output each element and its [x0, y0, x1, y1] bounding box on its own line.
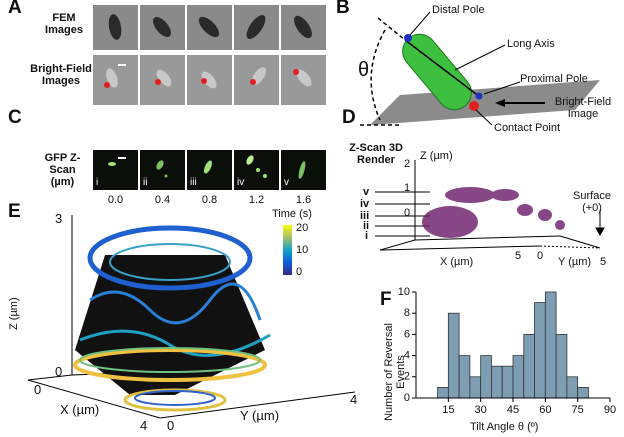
z-label: 0.0 — [107, 194, 124, 206]
axis-label: X (µm) — [440, 256, 474, 268]
panel-label: D — [342, 107, 356, 128]
y-tick-label: 6 — [404, 328, 410, 340]
histogram: 0 2 4 6 8 10 15 30 45 60 75 90 — [398, 286, 616, 416]
bar — [523, 333, 535, 399]
y-tick-label: 4 — [404, 350, 410, 362]
bar — [534, 302, 546, 399]
tick-label: 2 — [404, 158, 411, 170]
z-label: 1.6 — [295, 194, 312, 206]
y-tick-label: 10 — [398, 286, 410, 298]
angle-symbol: θ — [358, 59, 370, 81]
annotation: Proximal Pole — [520, 73, 588, 85]
y-tick-label: 8 — [404, 307, 410, 319]
panel-label: F — [380, 289, 392, 310]
z-scan-render — [375, 160, 605, 251]
bright-field-tiles — [93, 55, 326, 105]
row-label: FEM Images — [45, 12, 83, 36]
schematic — [360, 11, 600, 126]
x-tick-label: 15 — [442, 404, 454, 416]
level-label: iii — [360, 210, 370, 222]
frame-label: iv — [237, 177, 245, 188]
axis-label: Y (µm) — [240, 408, 280, 423]
bar — [491, 365, 503, 399]
colorbar-tick: 0 — [296, 266, 303, 278]
tick-label: 5 — [515, 250, 522, 262]
tick-label: 5 — [600, 256, 607, 268]
tick-label: 0 — [537, 250, 544, 262]
level-label: i — [365, 230, 369, 242]
x-tick-label: 90 — [604, 404, 616, 416]
panel-label: E — [8, 201, 21, 222]
z-label: 0.8 — [201, 194, 218, 206]
panel-label: C — [8, 107, 22, 128]
tick-label: 4 — [140, 418, 148, 433]
frame-label: i — [96, 177, 99, 188]
y-tick-label: 0 — [404, 392, 410, 404]
tick-label: 0 — [167, 418, 175, 433]
trajectory-3d — [27, 215, 356, 419]
y-tick-label: 2 — [404, 371, 410, 383]
colorbar-tick: 20 — [296, 222, 309, 234]
annotation: Contact Point — [494, 122, 561, 134]
axis-label: Z (µm) — [420, 150, 453, 162]
fem-tiles — [93, 5, 326, 50]
bar — [480, 355, 492, 399]
surface-label: Surface (+0) — [573, 190, 611, 214]
bar — [512, 355, 525, 399]
panel-label: A — [8, 0, 22, 18]
level-label: iv — [360, 198, 370, 210]
level-label: v — [363, 186, 370, 198]
axis-label: X (µm) — [60, 402, 100, 417]
annotation: Distal Pole — [432, 4, 485, 16]
bar — [458, 355, 471, 399]
axis-label: Y (µm) — [558, 256, 592, 268]
frame-label: v — [284, 177, 289, 188]
bar — [544, 291, 557, 399]
row-label: GFP Z-Scan (µm) — [44, 152, 81, 188]
gfp-tiles — [93, 150, 326, 190]
colorbar-tick: 10 — [296, 244, 309, 256]
bar — [566, 376, 579, 399]
level-label: ii — [363, 220, 370, 232]
panel-label: B — [336, 0, 350, 18]
y-axis-label: Number of Reversal Events — [383, 323, 407, 421]
x-tick-label: 30 — [475, 404, 487, 416]
z-label: 0.4 — [154, 194, 171, 206]
bar — [577, 386, 589, 399]
bar — [447, 312, 460, 399]
row-label: Bright-Field Images — [30, 63, 92, 87]
colorbar-title: Time (s) — [272, 208, 312, 220]
z-label: 1.2 — [248, 194, 265, 206]
tick-label: 4 — [350, 392, 358, 407]
frame-label: iii — [190, 177, 197, 188]
x-axis-label: Tilt Angle θ (º) — [470, 421, 539, 433]
tick-label: 0 — [404, 207, 411, 219]
panel-title: Z-Scan 3D Render — [349, 142, 403, 166]
annotation: Long Axis — [507, 38, 555, 50]
bar — [469, 376, 482, 399]
tick-label: 0 — [55, 364, 63, 379]
annotation: Bright-Field Image — [554, 96, 612, 120]
tick-label: 3 — [55, 211, 63, 226]
x-tick-label: 45 — [507, 404, 519, 416]
tick-label: 0 — [34, 382, 42, 397]
bar — [437, 386, 449, 399]
bar — [501, 365, 514, 399]
tick-label: 1 — [404, 182, 411, 194]
axis-label: Z (µm) — [8, 297, 20, 330]
x-tick-label: 60 — [539, 404, 551, 416]
bar — [555, 333, 568, 399]
frame-label: ii — [143, 177, 148, 188]
x-tick-label: 75 — [572, 404, 584, 416]
